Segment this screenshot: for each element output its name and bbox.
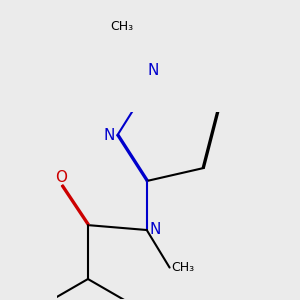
Text: O: O bbox=[55, 170, 67, 185]
Text: N: N bbox=[149, 222, 160, 237]
Text: CH₃: CH₃ bbox=[111, 20, 134, 33]
Text: CH₃: CH₃ bbox=[172, 261, 195, 274]
Text: N: N bbox=[148, 62, 159, 77]
Text: N: N bbox=[103, 128, 115, 143]
